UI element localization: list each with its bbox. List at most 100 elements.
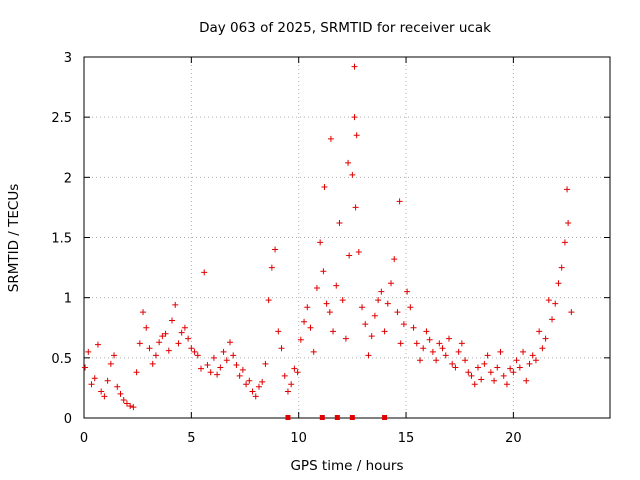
data-point bbox=[458, 340, 465, 347]
data-point bbox=[291, 365, 298, 372]
data-point bbox=[497, 348, 504, 355]
data-point bbox=[564, 186, 571, 193]
data-point bbox=[207, 369, 214, 376]
data-point bbox=[123, 400, 130, 407]
data-point bbox=[246, 377, 253, 384]
data-point bbox=[391, 256, 398, 263]
data-point bbox=[568, 309, 575, 316]
data-point bbox=[230, 352, 237, 359]
data-point bbox=[471, 381, 478, 388]
data-point bbox=[345, 159, 352, 166]
data-point bbox=[362, 321, 369, 328]
data-point bbox=[375, 297, 382, 304]
data-point bbox=[439, 345, 446, 352]
data-point bbox=[111, 352, 118, 359]
data-point bbox=[371, 312, 378, 319]
data-point bbox=[239, 366, 246, 373]
x-tick-label: 10 bbox=[290, 431, 307, 446]
data-point bbox=[494, 364, 501, 371]
baseline-marker bbox=[349, 415, 355, 420]
data-point bbox=[288, 381, 295, 388]
data-point bbox=[433, 357, 440, 364]
x-tick-label: 15 bbox=[398, 431, 415, 446]
baseline-marker bbox=[285, 415, 291, 420]
data-point bbox=[552, 300, 559, 307]
data-point bbox=[545, 297, 552, 304]
baseline-marker bbox=[382, 415, 388, 420]
data-point bbox=[462, 357, 469, 364]
data-point bbox=[317, 239, 324, 246]
data-point bbox=[198, 365, 205, 372]
data-point bbox=[220, 348, 227, 355]
data-point bbox=[169, 317, 176, 324]
data-point bbox=[388, 280, 395, 287]
data-point bbox=[194, 352, 201, 359]
data-point bbox=[346, 252, 353, 259]
data-point bbox=[120, 396, 127, 403]
data-point bbox=[474, 364, 481, 371]
data-point bbox=[336, 220, 343, 227]
data-point bbox=[426, 336, 433, 343]
data-point bbox=[339, 297, 346, 304]
data-point bbox=[513, 357, 520, 364]
data-point bbox=[281, 372, 288, 379]
grid bbox=[84, 57, 610, 418]
data-point bbox=[226, 339, 233, 346]
data-point bbox=[352, 204, 359, 211]
data-point bbox=[320, 268, 327, 275]
data-point bbox=[539, 345, 546, 352]
data-point bbox=[243, 381, 250, 388]
data-point bbox=[465, 369, 472, 376]
data-point bbox=[452, 364, 459, 371]
data-point bbox=[353, 132, 360, 139]
data-point bbox=[223, 357, 230, 364]
data-point bbox=[101, 393, 108, 400]
data-point bbox=[297, 336, 304, 343]
data-point bbox=[214, 371, 221, 378]
data-point bbox=[523, 377, 530, 384]
data-point bbox=[252, 393, 259, 400]
data-point bbox=[172, 301, 179, 308]
data-point bbox=[204, 362, 211, 369]
y-tick-label: 0 bbox=[64, 412, 72, 427]
data-point bbox=[327, 135, 334, 142]
data-point bbox=[404, 288, 411, 295]
data-point bbox=[284, 388, 291, 395]
data-point bbox=[397, 340, 404, 347]
data-point bbox=[558, 264, 565, 271]
data-point bbox=[555, 280, 562, 287]
data-point bbox=[491, 377, 498, 384]
chart-title: Day 063 of 2025, SRMTID for receiver uca… bbox=[199, 20, 491, 36]
baseline-markers bbox=[285, 415, 388, 420]
data-point bbox=[149, 360, 156, 367]
data-point bbox=[442, 352, 449, 359]
data-point bbox=[351, 114, 358, 121]
data-point bbox=[159, 333, 166, 340]
data-point bbox=[400, 321, 407, 328]
data-point bbox=[381, 328, 388, 335]
data-point bbox=[249, 388, 256, 395]
data-point bbox=[436, 340, 443, 347]
data-point bbox=[255, 383, 262, 390]
data-point bbox=[114, 383, 121, 390]
data-point bbox=[536, 328, 543, 335]
data-point bbox=[210, 354, 217, 361]
data-series bbox=[82, 63, 575, 411]
data-point bbox=[429, 348, 436, 355]
data-point bbox=[321, 183, 328, 190]
data-point bbox=[294, 369, 301, 376]
data-point bbox=[278, 345, 285, 352]
data-point bbox=[259, 378, 266, 385]
data-point bbox=[136, 340, 143, 347]
data-point bbox=[268, 264, 275, 271]
data-point bbox=[165, 347, 172, 354]
data-point bbox=[272, 246, 279, 253]
data-point bbox=[217, 364, 224, 371]
data-point bbox=[323, 300, 330, 307]
data-point bbox=[449, 360, 456, 367]
data-point bbox=[91, 375, 98, 382]
data-point bbox=[185, 335, 192, 342]
data-point bbox=[359, 304, 366, 311]
data-point bbox=[104, 377, 111, 384]
